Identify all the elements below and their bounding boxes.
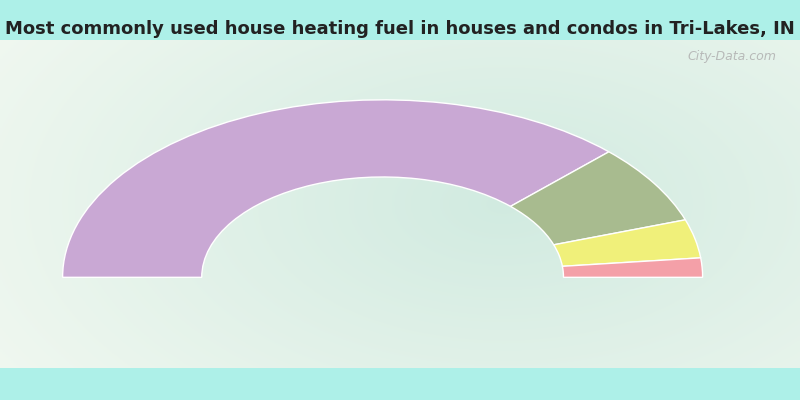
Wedge shape	[510, 152, 686, 245]
Wedge shape	[562, 258, 702, 277]
Wedge shape	[62, 100, 609, 277]
Text: City-Data.com: City-Data.com	[687, 50, 776, 63]
Text: Most commonly used house heating fuel in houses and condos in Tri-Lakes, IN: Most commonly used house heating fuel in…	[5, 20, 795, 38]
Wedge shape	[554, 220, 701, 266]
Legend: Utility gas, Electricity, Other fuel, Wood: Utility gas, Electricity, Other fuel, Wo…	[206, 395, 594, 400]
